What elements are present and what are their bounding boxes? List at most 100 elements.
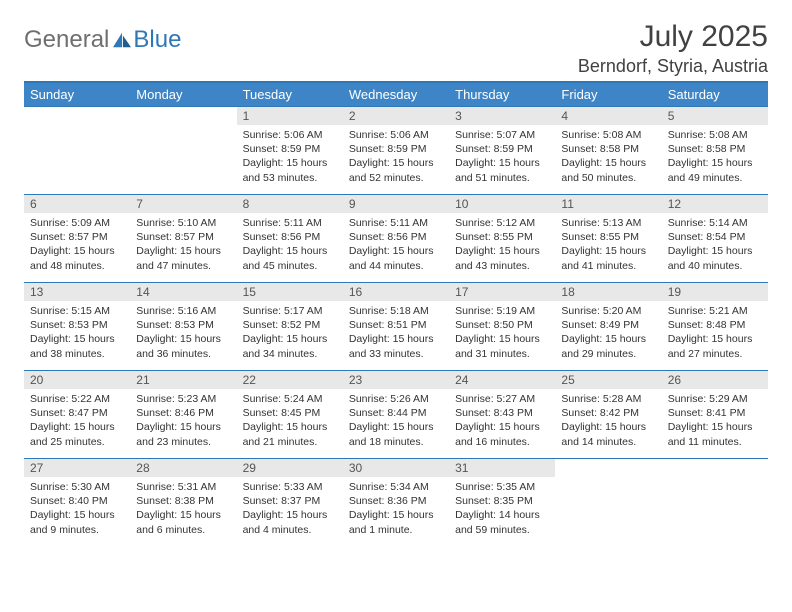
day-details: Sunrise: 5:22 AMSunset: 8:47 PMDaylight:… (24, 389, 130, 453)
calendar-cell: 10Sunrise: 5:12 AMSunset: 8:55 PMDayligh… (449, 195, 555, 283)
month-title: July 2025 (578, 20, 768, 54)
calendar-cell: 8Sunrise: 5:11 AMSunset: 8:56 PMDaylight… (237, 195, 343, 283)
day-number: 9 (343, 195, 449, 213)
day-details: Sunrise: 5:15 AMSunset: 8:53 PMDaylight:… (24, 301, 130, 365)
day-number: 11 (555, 195, 661, 213)
calendar-cell: 29Sunrise: 5:33 AMSunset: 8:37 PMDayligh… (237, 459, 343, 547)
day-number: 5 (662, 107, 768, 125)
day-number: 4 (555, 107, 661, 125)
calendar-cell: 30Sunrise: 5:34 AMSunset: 8:36 PMDayligh… (343, 459, 449, 547)
calendar-cell: 3Sunrise: 5:07 AMSunset: 8:59 PMDaylight… (449, 107, 555, 195)
location-text: Berndorf, Styria, Austria (578, 56, 768, 77)
day-number: 29 (237, 459, 343, 477)
calendar-cell: 15Sunrise: 5:17 AMSunset: 8:52 PMDayligh… (237, 283, 343, 371)
calendar-cell: 14Sunrise: 5:16 AMSunset: 8:53 PMDayligh… (130, 283, 236, 371)
day-details: Sunrise: 5:24 AMSunset: 8:45 PMDaylight:… (237, 389, 343, 453)
day-details: Sunrise: 5:30 AMSunset: 8:40 PMDaylight:… (24, 477, 130, 541)
calendar-cell: 27Sunrise: 5:30 AMSunset: 8:40 PMDayligh… (24, 459, 130, 547)
day-number: 31 (449, 459, 555, 477)
day-number: 10 (449, 195, 555, 213)
calendar-cell: 22Sunrise: 5:24 AMSunset: 8:45 PMDayligh… (237, 371, 343, 459)
day-details: Sunrise: 5:12 AMSunset: 8:55 PMDaylight:… (449, 213, 555, 277)
day-details: Sunrise: 5:06 AMSunset: 8:59 PMDaylight:… (237, 125, 343, 189)
day-number: 8 (237, 195, 343, 213)
day-details: Sunrise: 5:13 AMSunset: 8:55 PMDaylight:… (555, 213, 661, 277)
day-details: Sunrise: 5:19 AMSunset: 8:50 PMDaylight:… (449, 301, 555, 365)
logo-text-general: General (24, 26, 109, 54)
weekday-header: Monday (130, 82, 236, 107)
calendar-cell (24, 107, 130, 195)
calendar-cell: 18Sunrise: 5:20 AMSunset: 8:49 PMDayligh… (555, 283, 661, 371)
day-details: Sunrise: 5:16 AMSunset: 8:53 PMDaylight:… (130, 301, 236, 365)
calendar-cell: 21Sunrise: 5:23 AMSunset: 8:46 PMDayligh… (130, 371, 236, 459)
calendar-cell (662, 459, 768, 547)
weekday-header: Wednesday (343, 82, 449, 107)
calendar-cell: 24Sunrise: 5:27 AMSunset: 8:43 PMDayligh… (449, 371, 555, 459)
calendar-row: 20Sunrise: 5:22 AMSunset: 8:47 PMDayligh… (24, 371, 768, 459)
weekday-header: Friday (555, 82, 661, 107)
calendar-cell (555, 459, 661, 547)
day-details: Sunrise: 5:11 AMSunset: 8:56 PMDaylight:… (237, 213, 343, 277)
calendar-row: 27Sunrise: 5:30 AMSunset: 8:40 PMDayligh… (24, 459, 768, 547)
day-details: Sunrise: 5:26 AMSunset: 8:44 PMDaylight:… (343, 389, 449, 453)
calendar-cell: 25Sunrise: 5:28 AMSunset: 8:42 PMDayligh… (555, 371, 661, 459)
day-details: Sunrise: 5:34 AMSunset: 8:36 PMDaylight:… (343, 477, 449, 541)
day-details: Sunrise: 5:18 AMSunset: 8:51 PMDaylight:… (343, 301, 449, 365)
day-details: Sunrise: 5:29 AMSunset: 8:41 PMDaylight:… (662, 389, 768, 453)
calendar-cell (130, 107, 236, 195)
weekday-header-row: Sunday Monday Tuesday Wednesday Thursday… (24, 82, 768, 107)
logo: General Blue (24, 26, 181, 54)
calendar-cell: 17Sunrise: 5:19 AMSunset: 8:50 PMDayligh… (449, 283, 555, 371)
logo-sail-icon (111, 31, 133, 49)
day-details: Sunrise: 5:23 AMSunset: 8:46 PMDaylight:… (130, 389, 236, 453)
day-details: Sunrise: 5:35 AMSunset: 8:35 PMDaylight:… (449, 477, 555, 541)
day-number: 2 (343, 107, 449, 125)
day-details: Sunrise: 5:31 AMSunset: 8:38 PMDaylight:… (130, 477, 236, 541)
page-header: General Blue July 2025 Berndorf, Styria,… (24, 20, 768, 77)
day-number: 12 (662, 195, 768, 213)
day-number: 14 (130, 283, 236, 301)
calendar-body: 1Sunrise: 5:06 AMSunset: 8:59 PMDaylight… (24, 107, 768, 547)
day-details: Sunrise: 5:21 AMSunset: 8:48 PMDaylight:… (662, 301, 768, 365)
day-details: Sunrise: 5:07 AMSunset: 8:59 PMDaylight:… (449, 125, 555, 189)
day-number: 6 (24, 195, 130, 213)
calendar-cell: 1Sunrise: 5:06 AMSunset: 8:59 PMDaylight… (237, 107, 343, 195)
day-number: 15 (237, 283, 343, 301)
weekday-header: Saturday (662, 82, 768, 107)
calendar-cell: 20Sunrise: 5:22 AMSunset: 8:47 PMDayligh… (24, 371, 130, 459)
calendar-row: 6Sunrise: 5:09 AMSunset: 8:57 PMDaylight… (24, 195, 768, 283)
day-details: Sunrise: 5:08 AMSunset: 8:58 PMDaylight:… (555, 125, 661, 189)
calendar-cell: 13Sunrise: 5:15 AMSunset: 8:53 PMDayligh… (24, 283, 130, 371)
calendar-cell: 23Sunrise: 5:26 AMSunset: 8:44 PMDayligh… (343, 371, 449, 459)
day-details: Sunrise: 5:28 AMSunset: 8:42 PMDaylight:… (555, 389, 661, 453)
weekday-header: Sunday (24, 82, 130, 107)
day-number: 17 (449, 283, 555, 301)
calendar-cell: 26Sunrise: 5:29 AMSunset: 8:41 PMDayligh… (662, 371, 768, 459)
day-number: 22 (237, 371, 343, 389)
day-details: Sunrise: 5:14 AMSunset: 8:54 PMDaylight:… (662, 213, 768, 277)
day-details: Sunrise: 5:08 AMSunset: 8:58 PMDaylight:… (662, 125, 768, 189)
calendar-cell: 9Sunrise: 5:11 AMSunset: 8:56 PMDaylight… (343, 195, 449, 283)
calendar-cell: 6Sunrise: 5:09 AMSunset: 8:57 PMDaylight… (24, 195, 130, 283)
day-details: Sunrise: 5:20 AMSunset: 8:49 PMDaylight:… (555, 301, 661, 365)
day-details: Sunrise: 5:17 AMSunset: 8:52 PMDaylight:… (237, 301, 343, 365)
title-block: July 2025 Berndorf, Styria, Austria (578, 20, 768, 77)
calendar-cell: 12Sunrise: 5:14 AMSunset: 8:54 PMDayligh… (662, 195, 768, 283)
calendar-table: Sunday Monday Tuesday Wednesday Thursday… (24, 81, 768, 547)
day-number: 1 (237, 107, 343, 125)
day-details: Sunrise: 5:09 AMSunset: 8:57 PMDaylight:… (24, 213, 130, 277)
day-number: 7 (130, 195, 236, 213)
day-number: 24 (449, 371, 555, 389)
day-number: 13 (24, 283, 130, 301)
weekday-header: Thursday (449, 82, 555, 107)
day-number: 3 (449, 107, 555, 125)
calendar-cell: 16Sunrise: 5:18 AMSunset: 8:51 PMDayligh… (343, 283, 449, 371)
day-number: 19 (662, 283, 768, 301)
day-details: Sunrise: 5:33 AMSunset: 8:37 PMDaylight:… (237, 477, 343, 541)
day-number: 23 (343, 371, 449, 389)
day-details: Sunrise: 5:10 AMSunset: 8:57 PMDaylight:… (130, 213, 236, 277)
logo-text-blue: Blue (133, 26, 181, 54)
day-number: 28 (130, 459, 236, 477)
day-number: 27 (24, 459, 130, 477)
calendar-cell: 11Sunrise: 5:13 AMSunset: 8:55 PMDayligh… (555, 195, 661, 283)
